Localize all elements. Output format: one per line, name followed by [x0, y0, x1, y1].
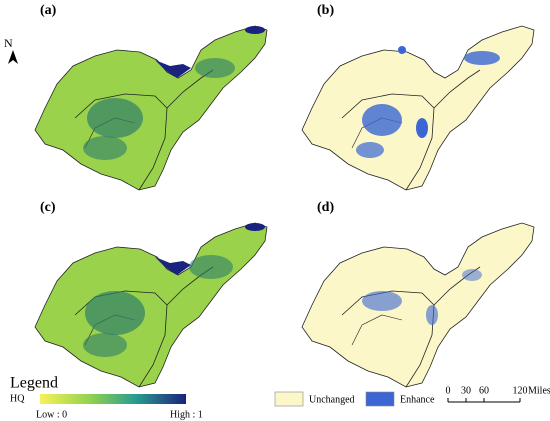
category-label: Enhance: [400, 394, 435, 405]
category-label: Unchanged: [309, 394, 355, 405]
map-c: [34, 222, 268, 388]
panel-label: (b): [317, 3, 334, 18]
panel-label: (d): [317, 200, 334, 215]
scale-label: 30: [461, 385, 471, 396]
panel-label: (a): [40, 3, 57, 18]
map-d: [301, 222, 535, 388]
legend-high: High : 1: [170, 409, 203, 420]
scale-label: 120: [513, 385, 528, 396]
category-swatch: [365, 391, 395, 407]
legend-title: Legend: [10, 375, 58, 392]
map-a: [34, 25, 268, 191]
category-swatch: [274, 391, 304, 407]
north-arrow: [8, 50, 18, 64]
legend-low: Low : 0: [36, 409, 67, 420]
scale-label: 0: [446, 385, 451, 396]
gradient-bar: [40, 394, 186, 404]
category-legend: Unchanged Enhance: [274, 391, 435, 407]
panel-label: (c): [40, 200, 56, 215]
north-label: N: [4, 36, 13, 50]
legend-variable: HQ: [10, 393, 25, 404]
scale-bar: 0 30 60 120 Miles: [446, 385, 550, 403]
scale-label: 60: [479, 385, 489, 396]
scale-unit: Miles: [528, 385, 550, 396]
map-b: [301, 25, 535, 191]
